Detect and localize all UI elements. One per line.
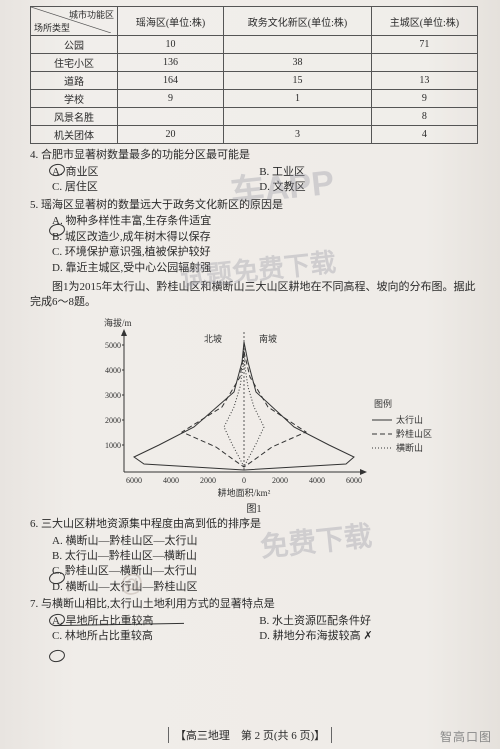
- legend-item: 黔桂山区: [396, 428, 432, 439]
- q6-stem: 6. 三大山区耕地资源集中程度由高到低的排序是: [30, 517, 478, 532]
- table-row: 公园1071: [31, 36, 478, 54]
- q7-stem: 7. 与横断山相比,太行山土地利用方式的显著特点是: [30, 597, 478, 612]
- table-row: 道路1641513: [31, 72, 478, 90]
- q7-opt-a: A. 旱地所占比重较高: [52, 614, 256, 629]
- footer-text: 【高三地理 第 2 页(共 6 页)】: [168, 727, 332, 743]
- xtick: 4000: [309, 476, 325, 485]
- elevation-chart: 5000 4000 3000 2000 1000 6000 4000 2000 …: [74, 312, 434, 502]
- y-axis-title: 海拔/m: [104, 317, 132, 328]
- q4-opt-d: D. 文教区: [259, 180, 463, 195]
- q5-opt-d: D. 靠近主城区,受中心公园辐射强: [52, 261, 478, 276]
- q7-opt-b: B. 水土资源匹配条件好: [259, 614, 463, 629]
- q6-opt-c: C. 黔桂山区—横断山—太行山: [52, 564, 478, 579]
- q7-opt-c: C. 林地所占比重较高: [52, 629, 256, 644]
- corner-watermark: 智高口图: [440, 728, 492, 745]
- data-table: 城市功能区 场所类型 瑶海区(单位:株) 政务文化新区(单位:株) 主城区(单位…: [30, 6, 478, 144]
- col-2: 政务文化新区(单位:株): [224, 7, 372, 36]
- ytick: 3000: [105, 391, 121, 400]
- ytick: 4000: [105, 366, 121, 375]
- col-1: 瑶海区(单位:株): [118, 7, 224, 36]
- diagonal-line: [31, 7, 111, 33]
- xtick: 2000: [272, 476, 288, 485]
- q5-stem: 5. 瑶海区显著树的数量远大于政务文化新区的原因是: [30, 198, 478, 213]
- q6-opt-b: B. 太行山—黔桂山区—横断山: [52, 549, 478, 564]
- table-row: 风景名胜8: [31, 108, 478, 126]
- page-footer: 【高三地理 第 2 页(共 6 页)】: [0, 727, 500, 743]
- q5-opt-c: C. 环境保护意识强,植被保护较好: [52, 245, 478, 260]
- xtick: 6000: [346, 476, 362, 485]
- ytick: 1000: [105, 441, 121, 450]
- xtick: 4000: [163, 476, 179, 485]
- q7-opt-d: D. 耕地分布海拔较高 ✗: [259, 629, 463, 644]
- table-row: 机关团体2034: [31, 126, 478, 144]
- figure-intro: 图1为2015年太行山、黔桂山区和横断山三大山区耕地在不同高程、坡向的分布图。据…: [30, 280, 478, 310]
- ytick: 2000: [105, 416, 121, 425]
- ytick: 5000: [105, 341, 121, 350]
- q5-opt-b: B. 城区改造少,成年树木得以保存: [52, 230, 478, 245]
- q5-opt-a: A. 物种多样性丰富,生存条件适宜: [52, 214, 478, 229]
- chart-caption: 图1: [30, 500, 478, 515]
- q6-opt-d: D. 横断山—太行山—黔桂山区: [52, 580, 478, 595]
- right-slope-label: 南坡: [259, 333, 277, 344]
- xtick: 2000: [200, 476, 216, 485]
- legend-title: 图例: [374, 398, 392, 409]
- q4-opt-a: A. 商业区: [52, 165, 256, 180]
- x-axis-title: 耕地面积/km²: [218, 487, 271, 498]
- table-row: 学校919: [31, 90, 478, 108]
- q4-opt-b: B. 工业区: [259, 165, 463, 180]
- q4-stem: 4. 合肥市显著树数量最多的功能分区最可能是: [30, 148, 478, 163]
- legend-item: 太行山: [396, 414, 423, 425]
- xtick: 6000: [126, 476, 142, 485]
- legend-item: 横断山: [396, 442, 423, 453]
- q4-opt-c: C. 居住区: [52, 180, 256, 195]
- xtick: 0: [242, 476, 246, 485]
- q6-opt-a: A. 横断山—黔桂山区—太行山: [52, 534, 478, 549]
- left-slope-label: 北坡: [204, 333, 222, 344]
- col-3: 主城区(单位:株): [371, 7, 477, 36]
- table-row: 住宅小区13638: [31, 54, 478, 72]
